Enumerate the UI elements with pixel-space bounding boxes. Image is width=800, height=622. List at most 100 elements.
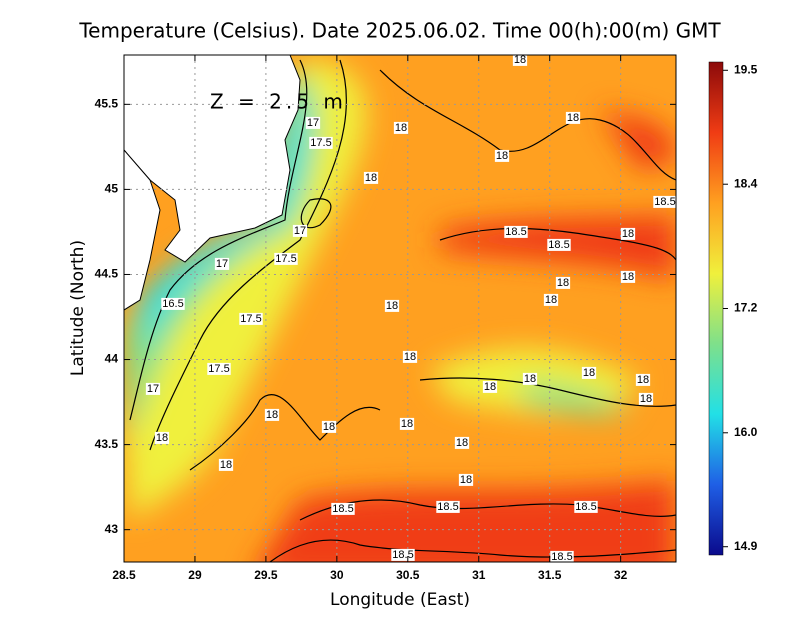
contour-lines — [129, 59, 676, 562]
contour-label: 17 — [147, 383, 159, 395]
colorbar-tick-label: 14.9 — [734, 539, 758, 553]
x-tick-label: 29 — [188, 568, 202, 582]
contour-label: 17.5 — [208, 363, 229, 375]
contour-label-box — [363, 171, 379, 184]
contour-label: 18 — [583, 367, 595, 379]
contour-label-box — [522, 372, 538, 385]
contour-label: 18.5 — [654, 196, 675, 208]
contour-label: 17 — [294, 225, 306, 237]
x-tick-label: 30.5 — [396, 568, 420, 582]
contour-label: 18.5 — [437, 501, 458, 513]
contour-label: 17.5 — [310, 137, 331, 149]
contour-label: 17.5 — [240, 313, 261, 325]
contour-label-box — [402, 350, 418, 363]
contour-label-box — [635, 373, 651, 386]
contour-line — [300, 198, 332, 229]
contour-label: 18.5 — [392, 549, 413, 561]
y-tick-label: 43.5 — [95, 437, 119, 451]
contour-line — [149, 59, 347, 451]
contour-label-box — [309, 136, 333, 149]
field-blobs — [124, 60, 676, 562]
contour-line — [419, 377, 676, 407]
contour-label-box — [207, 362, 231, 375]
contour-label: 17 — [307, 117, 319, 129]
contour-label: 18 — [567, 112, 579, 124]
y-tick-label: 45 — [105, 182, 119, 196]
contour-label-box — [512, 55, 528, 66]
y-tick-label: 44.5 — [95, 267, 119, 281]
contour-label: 18.5 — [551, 551, 572, 563]
contour-label-box — [436, 500, 460, 513]
contour-label-box — [305, 116, 321, 129]
colorbar-tick-label: 18.4 — [734, 176, 758, 190]
contour-line — [299, 499, 676, 521]
contour-label: 18 — [404, 351, 416, 363]
contour-label-box — [555, 276, 571, 289]
contour-label-box — [565, 111, 581, 124]
contour-label-box — [292, 224, 308, 237]
contour-label-box — [547, 238, 571, 251]
contour-line — [129, 59, 308, 421]
contour-label-box — [154, 431, 170, 444]
colorbar-tick-label: 16.0 — [734, 425, 758, 439]
land — [124, 55, 301, 263]
contour-label-box — [494, 149, 510, 162]
contour-label-box — [581, 366, 597, 379]
contour-label: 18 — [640, 393, 652, 405]
contour-label: 18 — [456, 437, 468, 449]
contour-label: 17 — [216, 258, 228, 270]
contour-label: 18 — [545, 294, 557, 306]
contour-label: 18 — [557, 277, 569, 289]
contour-label-box — [218, 458, 234, 471]
contour-labels: 18181817.518171818.518.51718.51817.51718… — [145, 55, 676, 563]
grid — [124, 55, 676, 562]
contour-label: 18 — [386, 300, 398, 312]
contour-label: 18 — [622, 228, 634, 240]
x-tick-label: 28.5 — [112, 568, 136, 582]
x-axis-label: Longitude (East) — [330, 590, 470, 610]
contour-label-box — [653, 195, 676, 208]
contour-line — [379, 69, 676, 181]
contour-label: 18 — [156, 432, 168, 444]
y-axis-label: Latitude (North) — [68, 240, 88, 376]
chart-title: Temperature (Celsius). Date 2025.06.02. … — [78, 19, 721, 43]
field-region — [600, 110, 676, 170]
contour-label-box — [391, 548, 415, 561]
contour-label-box — [550, 550, 574, 562]
y-tick-label: 45.5 — [95, 97, 119, 111]
contour-label: 18.5 — [575, 501, 596, 513]
contour-label: 18.5 — [332, 503, 353, 515]
land — [124, 149, 161, 311]
contour-label: 18.5 — [505, 226, 526, 238]
contour-label: 18 — [323, 421, 335, 433]
contour-label: 18.5 — [548, 239, 569, 251]
contour-line — [439, 227, 676, 261]
contour-label: 18 — [622, 271, 634, 283]
contour-label-box — [239, 312, 263, 325]
contour-label: 18 — [484, 381, 496, 393]
contour-label-box — [482, 380, 498, 393]
contour-line — [189, 393, 381, 471]
contour-label-box — [620, 270, 636, 283]
contour-label: 18 — [524, 373, 536, 385]
contour-label: 18 — [220, 459, 232, 471]
y-tick-label: 44 — [105, 352, 119, 366]
contour-label-box — [638, 392, 654, 405]
contour-label-box — [331, 502, 355, 515]
contour-label: 18 — [266, 409, 278, 421]
contour-label: 18 — [637, 374, 649, 386]
contour-label: 18 — [401, 418, 413, 430]
contour-label-box — [214, 257, 230, 270]
contour-label-box — [393, 121, 409, 134]
x-tick-label: 31 — [472, 568, 486, 582]
contour-label-box — [454, 436, 470, 449]
contour-label-box — [504, 225, 528, 238]
contour-label: 18 — [496, 150, 508, 162]
contour-label-box — [543, 293, 559, 306]
contour-label-box — [458, 473, 474, 486]
depth-annotation: Z = 2.5 m — [210, 90, 347, 114]
y-tick-label: 43 — [105, 522, 119, 536]
plot-frame — [123, 54, 677, 563]
